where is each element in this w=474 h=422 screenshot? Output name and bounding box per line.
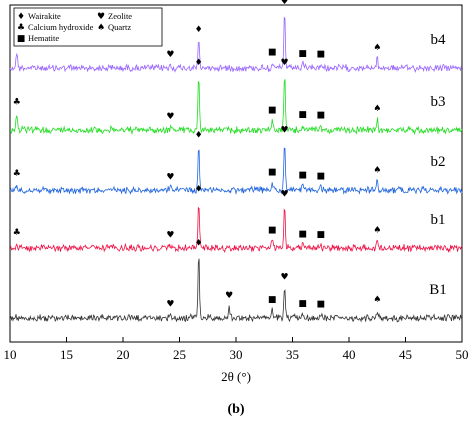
series-label: b2	[431, 154, 446, 170]
plot-frame	[9, 4, 463, 343]
series-line	[9, 147, 463, 195]
phase-marker: ♥	[166, 173, 174, 183]
phase-marker: ■	[298, 49, 307, 59]
phase-marker: ♥	[166, 300, 174, 310]
phase-marker: ♦	[195, 25, 203, 35]
phase-marker: ♠	[373, 104, 381, 114]
legend-box	[13, 7, 163, 47]
x-axis: 10 15 20 25 30 35 40 45 50	[4, 337, 469, 362]
panel-label: (b)	[227, 402, 244, 417]
legend-symbol: ♦	[17, 12, 25, 22]
legend-label: Zeolite	[108, 11, 132, 21]
phase-marker: ♥	[281, 190, 289, 200]
series-label: b1	[431, 212, 446, 228]
phase-marker: ■	[316, 230, 325, 240]
legend-symbol: ♠	[97, 23, 105, 33]
phase-marker: ■	[298, 171, 307, 181]
phase-marker: ■	[268, 168, 277, 178]
series-line	[9, 258, 463, 323]
phase-marker: ♣	[13, 228, 21, 238]
phase-marker: ■	[268, 226, 277, 236]
legend-label: Calcium hydroxide	[28, 22, 94, 32]
series-B1: ♥ ♦ ♥ ■ ♥ ■ ■ ♠ B1	[9, 238, 463, 323]
series-line	[9, 206, 463, 254]
phase-marker: ■	[268, 295, 277, 305]
phase-marker: ■	[316, 111, 325, 121]
series-b3: ♣ ♥ ♦ ■ ♥ ■ ■ ♠ b3	[9, 58, 463, 136]
legend-symbol: ■	[17, 34, 26, 44]
x-tick-label: 15	[60, 347, 73, 362]
phase-marker: ♦	[195, 130, 203, 140]
phase-marker: ♦	[195, 185, 203, 195]
phase-marker: ■	[316, 300, 325, 310]
phase-marker: ♥	[166, 112, 174, 122]
series-label: b4	[431, 32, 447, 48]
phase-marker: ♠	[373, 166, 381, 176]
series-layer: ♣ ♥ ♦ ■ ♥ ■ ■ ♠ b4 ♣ ♥ ♦ ■ ♥ ■ ■ ♠ b3 ♣ ♥ ♦ ■ ♥ ■ ■ ♠ b2 ♣ ♥ ♦ ■ ♥ ■ ■ ♠ b1…	[9, 0, 463, 323]
x-tick-label: 40	[343, 347, 356, 362]
series-label: b3	[431, 94, 446, 110]
phase-marker: ♣	[13, 169, 21, 179]
series-label: B1	[429, 282, 447, 298]
x-tick-label: 45	[399, 347, 412, 362]
series-line	[9, 16, 463, 73]
phase-marker: ♥	[281, 0, 289, 7]
phase-marker: ■	[298, 229, 307, 239]
phase-marker: ■	[316, 171, 325, 181]
x-axis-title: 2θ (°)	[221, 369, 251, 384]
x-tick-label: 35	[286, 347, 299, 362]
phase-marker: ♦	[195, 238, 203, 248]
phase-marker: ♥	[281, 58, 289, 68]
x-tick-label: 10	[4, 347, 17, 362]
phase-marker: ♥	[166, 50, 174, 60]
phase-marker: ■	[298, 110, 307, 120]
phase-marker: ♦	[195, 58, 203, 68]
phase-marker: ♥	[281, 125, 289, 135]
x-tick-label: 25	[173, 347, 186, 362]
phase-marker: ■	[298, 299, 307, 309]
x-tick-label: 20	[117, 347, 130, 362]
x-tick-label: 50	[456, 347, 469, 362]
legend-label: Hematite	[28, 33, 59, 43]
phase-marker: ♠	[373, 43, 381, 53]
series-b2: ♣ ♥ ♦ ■ ♥ ■ ■ ♠ b2	[9, 125, 463, 195]
phase-marker: ♥	[225, 291, 233, 301]
series-b1: ♣ ♥ ♦ ■ ♥ ■ ■ ♠ b1	[9, 185, 463, 254]
legend-label: Quartz	[108, 22, 131, 32]
phase-marker: ■	[268, 106, 277, 116]
phase-marker: ♣	[13, 98, 21, 108]
phase-marker: ♥	[166, 231, 174, 241]
legend: ♦ Wairakite ♥ Zeolite ♣ Calcium hydroxide ♠ Qua…	[13, 7, 163, 47]
x-tick-label: 30	[230, 347, 243, 362]
phase-marker: ■	[316, 50, 325, 60]
phase-marker: ■	[268, 47, 277, 57]
phase-marker: ♥	[281, 272, 289, 282]
legend-symbol: ♥	[97, 12, 105, 22]
legend-symbol: ♣	[17, 23, 25, 33]
legend-label: Wairakite	[28, 11, 61, 21]
series-line	[9, 79, 463, 136]
phase-marker: ♠	[373, 295, 381, 305]
phase-marker: ♠	[373, 226, 381, 236]
